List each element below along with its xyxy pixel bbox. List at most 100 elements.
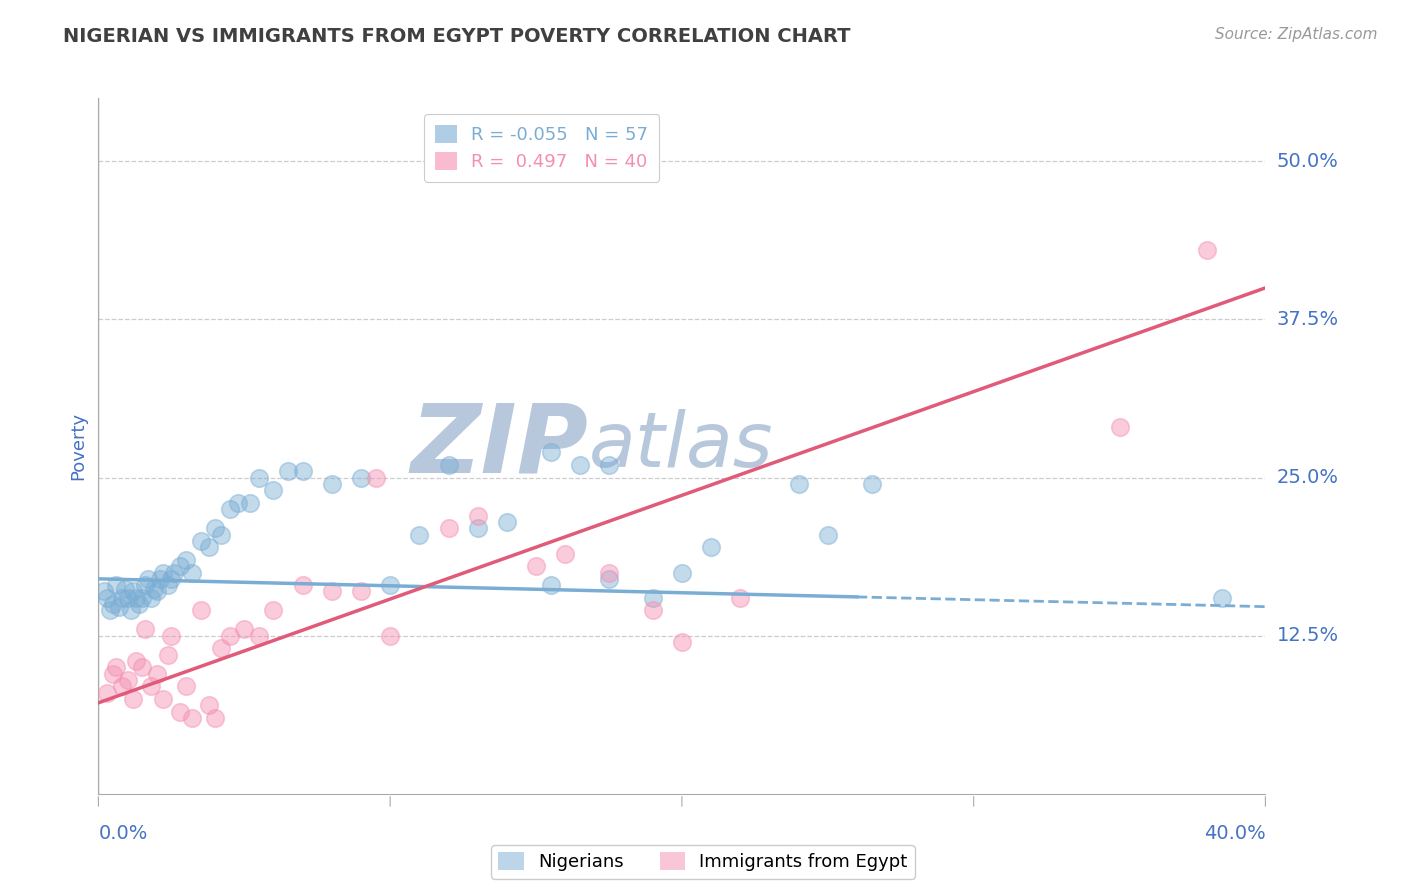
Point xyxy=(568,458,591,472)
Point xyxy=(218,629,240,643)
Point xyxy=(160,572,183,586)
Point xyxy=(93,584,115,599)
Point xyxy=(125,591,148,605)
Point xyxy=(247,629,270,643)
Point xyxy=(139,679,162,693)
Point xyxy=(262,483,284,498)
Point xyxy=(787,477,810,491)
Point xyxy=(163,566,186,580)
Point xyxy=(730,591,752,605)
Point xyxy=(524,559,547,574)
Point xyxy=(671,566,693,580)
Point xyxy=(190,603,212,617)
Point xyxy=(108,599,131,614)
Text: Source: ZipAtlas.com: Source: ZipAtlas.com xyxy=(1215,27,1378,42)
Point xyxy=(120,603,142,617)
Point xyxy=(174,553,197,567)
Point xyxy=(157,578,180,592)
Point xyxy=(117,673,139,687)
Point xyxy=(671,635,693,649)
Point xyxy=(180,566,202,580)
Point xyxy=(860,477,883,491)
Point xyxy=(209,527,232,541)
Text: 50.0%: 50.0% xyxy=(1277,152,1339,171)
Point xyxy=(817,527,839,541)
Point xyxy=(131,660,153,674)
Point xyxy=(146,666,169,681)
Point xyxy=(239,496,262,510)
Text: 40.0%: 40.0% xyxy=(1204,824,1265,844)
Point xyxy=(198,698,221,713)
Point xyxy=(174,679,197,693)
Point xyxy=(540,445,562,459)
Point xyxy=(598,458,620,472)
Point xyxy=(641,591,664,605)
Text: 37.5%: 37.5% xyxy=(1277,310,1339,329)
Text: 12.5%: 12.5% xyxy=(1277,626,1339,645)
Point xyxy=(247,470,270,484)
Point xyxy=(96,591,118,605)
Point xyxy=(554,547,576,561)
Point xyxy=(204,521,226,535)
Point xyxy=(204,711,226,725)
Point xyxy=(152,692,174,706)
Point xyxy=(111,591,134,605)
Point xyxy=(262,603,284,617)
Text: 25.0%: 25.0% xyxy=(1277,468,1339,487)
Point xyxy=(169,559,191,574)
Point xyxy=(350,470,373,484)
Point xyxy=(291,578,314,592)
Point xyxy=(1195,243,1218,257)
Point xyxy=(641,603,664,617)
Point xyxy=(134,578,156,592)
Point xyxy=(598,566,620,580)
Point xyxy=(152,566,174,580)
Point xyxy=(540,578,562,592)
Point xyxy=(136,572,159,586)
Point xyxy=(209,641,232,656)
Point xyxy=(128,597,150,611)
Point xyxy=(598,572,620,586)
Point xyxy=(190,533,212,548)
Y-axis label: Poverty: Poverty xyxy=(69,412,87,480)
Point xyxy=(142,582,165,596)
Point xyxy=(104,578,127,592)
Point xyxy=(496,515,519,529)
Point xyxy=(1211,591,1233,605)
Point xyxy=(291,464,314,478)
Point xyxy=(104,660,127,674)
Point xyxy=(198,540,221,554)
Point xyxy=(114,582,136,596)
Point xyxy=(169,705,191,719)
Point xyxy=(160,629,183,643)
Legend: Nigerians, Immigrants from Egypt: Nigerians, Immigrants from Egypt xyxy=(491,846,915,879)
Point xyxy=(437,521,460,535)
Point xyxy=(321,477,343,491)
Point xyxy=(228,496,250,510)
Point xyxy=(96,686,118,700)
Point xyxy=(157,648,180,662)
Point xyxy=(467,508,489,523)
Point xyxy=(98,603,121,617)
Point xyxy=(139,591,162,605)
Point xyxy=(380,578,402,592)
Point xyxy=(180,711,202,725)
Point xyxy=(218,502,240,516)
Text: 0.0%: 0.0% xyxy=(98,824,148,844)
Point xyxy=(111,679,134,693)
Point xyxy=(700,540,723,554)
Point xyxy=(125,654,148,668)
Point xyxy=(134,623,156,637)
Point xyxy=(467,521,489,535)
Point xyxy=(233,623,256,637)
Point xyxy=(364,470,387,484)
Legend: R = -0.055   N = 57, R =  0.497   N = 40: R = -0.055 N = 57, R = 0.497 N = 40 xyxy=(425,114,659,182)
Point xyxy=(122,692,145,706)
Point xyxy=(117,591,139,605)
Point xyxy=(149,572,172,586)
Point xyxy=(380,629,402,643)
Point xyxy=(437,458,460,472)
Point xyxy=(122,584,145,599)
Text: atlas: atlas xyxy=(589,409,773,483)
Point xyxy=(146,584,169,599)
